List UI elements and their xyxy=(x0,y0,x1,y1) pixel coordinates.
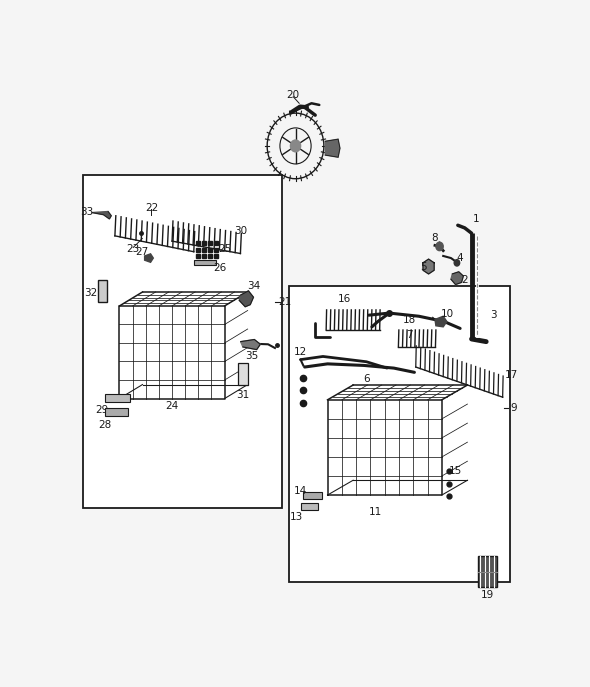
Polygon shape xyxy=(325,139,340,157)
Polygon shape xyxy=(145,254,153,262)
Text: 13: 13 xyxy=(290,513,303,522)
Bar xyxy=(289,286,510,583)
Text: 11: 11 xyxy=(369,507,382,517)
Text: 31: 31 xyxy=(237,390,250,400)
Polygon shape xyxy=(241,339,260,350)
Text: 1: 1 xyxy=(473,214,480,224)
Text: 17: 17 xyxy=(505,370,519,380)
Text: 25: 25 xyxy=(218,244,231,254)
Bar xyxy=(194,260,217,265)
Text: 21: 21 xyxy=(278,297,291,307)
Bar xyxy=(83,175,282,508)
Text: 35: 35 xyxy=(245,351,258,361)
Bar xyxy=(303,492,323,499)
Text: 27: 27 xyxy=(135,247,148,257)
Polygon shape xyxy=(240,291,254,306)
Bar xyxy=(238,363,248,385)
Circle shape xyxy=(290,140,301,152)
Text: 16: 16 xyxy=(338,294,351,304)
Text: 24: 24 xyxy=(165,401,179,412)
Text: 20: 20 xyxy=(287,90,300,100)
Text: 19: 19 xyxy=(480,590,494,600)
Text: 5: 5 xyxy=(419,262,427,271)
Text: 10: 10 xyxy=(441,309,454,319)
Circle shape xyxy=(454,260,460,266)
Text: 8: 8 xyxy=(432,233,438,243)
Bar xyxy=(477,556,497,587)
Text: 14: 14 xyxy=(294,486,307,496)
Polygon shape xyxy=(451,272,463,284)
Text: 23: 23 xyxy=(127,244,140,254)
Text: 3: 3 xyxy=(490,311,497,320)
Bar xyxy=(105,408,127,416)
Text: 2: 2 xyxy=(461,275,468,285)
Text: 7: 7 xyxy=(406,330,412,340)
Text: 4: 4 xyxy=(457,253,463,263)
Text: 15: 15 xyxy=(448,466,462,476)
Text: 9: 9 xyxy=(510,403,517,413)
Circle shape xyxy=(436,243,443,251)
Bar xyxy=(98,280,107,302)
Polygon shape xyxy=(423,259,434,274)
Text: 22: 22 xyxy=(145,203,158,213)
Text: 26: 26 xyxy=(214,262,227,273)
Polygon shape xyxy=(435,316,447,327)
Text: 30: 30 xyxy=(234,226,247,236)
Text: 29: 29 xyxy=(96,405,109,416)
Text: 32: 32 xyxy=(84,288,98,298)
Bar xyxy=(105,394,130,403)
Text: 33: 33 xyxy=(80,207,93,216)
Text: 28: 28 xyxy=(98,420,112,430)
Text: 6: 6 xyxy=(363,374,370,383)
Polygon shape xyxy=(92,212,112,219)
Text: 34: 34 xyxy=(247,281,260,291)
Text: 18: 18 xyxy=(403,315,417,326)
Bar xyxy=(300,503,318,510)
Text: 12: 12 xyxy=(294,347,307,357)
